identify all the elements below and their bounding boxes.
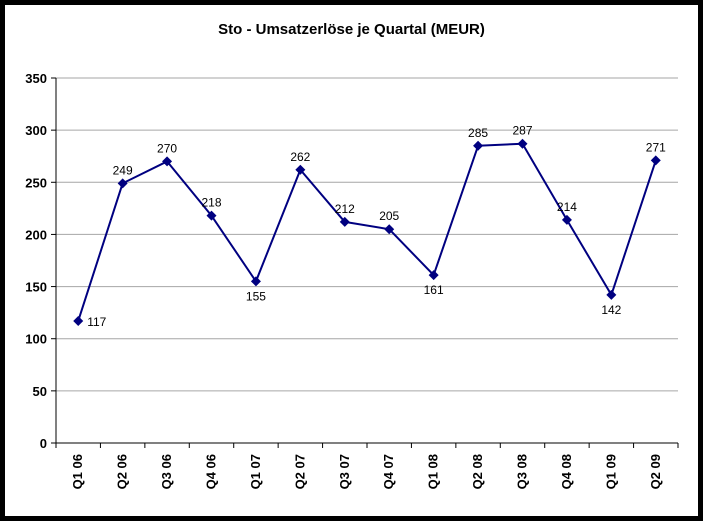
x-tick-label: Q1 08 (426, 454, 441, 489)
data-point-marker (561, 214, 572, 225)
data-label: 117 (87, 315, 106, 329)
x-tick-label: Q2 08 (470, 454, 485, 489)
data-label: 212 (335, 202, 355, 216)
data-label: 270 (157, 141, 177, 155)
data-label: 271 (646, 140, 666, 154)
y-tick-label: 300 (25, 123, 47, 138)
data-label: 285 (468, 126, 488, 140)
x-tick-label: Q2 07 (292, 454, 307, 489)
data-label: 142 (601, 303, 621, 317)
x-tick-label: Q4 07 (381, 454, 396, 489)
data-label: 214 (557, 200, 577, 214)
data-point-marker (162, 156, 173, 167)
data-label: 155 (246, 289, 266, 303)
data-label: 262 (290, 150, 310, 164)
data-point-marker (295, 164, 306, 175)
data-point-marker (250, 276, 261, 287)
y-tick-label: 250 (25, 175, 47, 190)
x-tick-label: Q1 06 (70, 454, 85, 489)
data-label: 218 (201, 196, 221, 210)
data-point-marker (206, 210, 217, 221)
data-label: 287 (512, 124, 532, 138)
data-point-marker (384, 224, 395, 235)
data-label: 205 (379, 209, 399, 223)
data-point-marker (117, 178, 128, 189)
chart-title: Sto - Umsatzerlöse je Quartal (MEUR) (218, 21, 485, 38)
data-point-marker (428, 270, 439, 281)
data-label: 161 (424, 283, 444, 297)
x-tick-label: Q2 06 (115, 454, 130, 489)
y-tick-label: 200 (25, 227, 47, 242)
x-tick-label: Q3 08 (515, 454, 530, 489)
x-tick-label: Q1 07 (248, 454, 263, 489)
x-tick-label: Q3 06 (159, 454, 174, 489)
series-line (77, 142, 657, 322)
data-point-marker (606, 289, 617, 300)
data-point-marker (73, 315, 84, 326)
data-point-marker (473, 140, 484, 151)
data-point-marker (650, 155, 661, 166)
y-tick-label: 350 (25, 71, 47, 86)
x-tick-label: Q3 07 (337, 454, 352, 489)
y-tick-label: 50 (33, 384, 47, 399)
line-chart: 0 50 100 150 200 250 300 350 Q1 06 Q2 06 Q3 06 Q4 0… (25, 71, 679, 489)
y-tick-label: 100 (25, 332, 47, 347)
x-tick-label: Q2 09 (648, 454, 663, 489)
data-label: 249 (113, 163, 133, 177)
y-tick-label: 0 (40, 436, 47, 451)
data-point-marker (517, 138, 528, 149)
data-point-marker (339, 216, 350, 227)
x-tick-label: Q4 06 (204, 454, 219, 489)
y-tick-label: 150 (25, 280, 47, 295)
x-tick-label: Q1 09 (603, 454, 618, 489)
chart-frame: Sto - Umsatzerlöse je Quartal (MEUR) 0 50… (5, 5, 698, 513)
x-tick-label: Q4 08 (559, 454, 574, 489)
